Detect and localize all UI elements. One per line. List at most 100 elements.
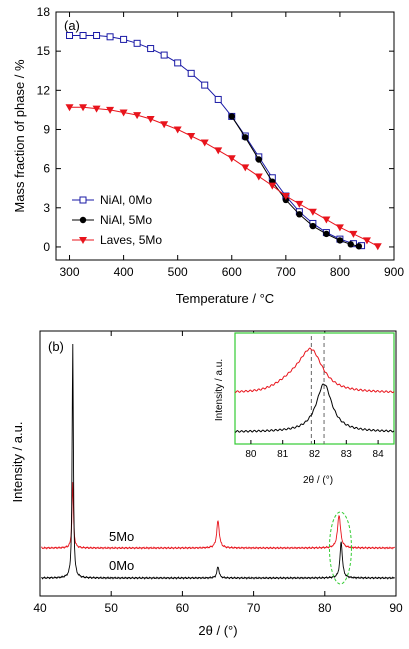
inset-x-tick-label: 81 <box>277 449 289 460</box>
panel-b-plot <box>41 343 395 585</box>
inset-pattern-1 <box>234 383 395 433</box>
y-tick-label: 12 <box>37 83 51 97</box>
y-tick-label: 15 <box>37 44 51 58</box>
data-point <box>295 200 304 208</box>
data-point <box>79 104 88 112</box>
inset-x-tick-label: 82 <box>309 449 321 460</box>
panel-b: (b) 40 50 60 70 80 90 2θ / (°) Intensity / a.… <box>10 330 403 638</box>
data-point <box>106 106 115 114</box>
data-point <box>146 116 155 124</box>
inset: 80 81 82 83 84 2θ / (°) Intensity / a.u. <box>214 332 395 486</box>
inset-xlabel: 2θ / (°) <box>303 475 333 486</box>
series-label-0mo: 0Mo <box>109 558 134 573</box>
data-point <box>242 134 249 141</box>
y-tick-label: 0 <box>43 240 50 254</box>
data-point <box>106 33 114 41</box>
x-tick-label: 500 <box>168 265 188 279</box>
inset-pattern-0 <box>235 347 395 394</box>
data-point <box>160 51 168 59</box>
data-point <box>66 31 74 39</box>
data-point <box>133 39 141 47</box>
data-point <box>322 216 331 224</box>
inset-x-tick-label: 80 <box>245 449 257 460</box>
panel-a-ylabel: Mass fraction of phase / % <box>12 59 27 213</box>
panel-a-ticks: 300 400 500 600 700 800 900 0 3 6 9 12 15 18 <box>37 5 405 279</box>
data-point <box>335 224 344 232</box>
data-point <box>200 139 209 147</box>
xrd-pattern-1 <box>41 343 395 580</box>
data-point <box>347 241 354 248</box>
data-point <box>214 147 223 155</box>
y-tick-label: 18 <box>37 5 51 19</box>
xrd-pattern-0 <box>41 482 395 550</box>
data-point <box>268 182 277 190</box>
data-point <box>187 133 196 140</box>
data-point <box>227 155 236 163</box>
panel-a-label: (a) <box>64 18 80 33</box>
x-tick-label: 50 <box>105 601 119 615</box>
x-tick-label: 900 <box>384 265 404 279</box>
highlight-ellipse <box>328 511 352 585</box>
panel-a: (a) 300 400 500 600 700 800 900 0 3 6 9 12 15 18 Temp… <box>12 5 404 306</box>
x-tick-label: 400 <box>114 265 134 279</box>
panel-b-ticks: 40 50 60 70 80 90 <box>33 331 403 615</box>
y-tick-label: 3 <box>43 201 50 215</box>
data-point <box>173 126 182 134</box>
y-tick-label: 9 <box>43 122 50 136</box>
data-point <box>160 121 169 129</box>
legend-label: Laves, 5Mo <box>100 233 162 247</box>
panel-a-plot <box>65 31 382 251</box>
data-point <box>362 237 371 245</box>
y-tick-label: 6 <box>43 162 50 176</box>
data-point <box>214 95 222 103</box>
panel-a-xlabel: Temperature / °C <box>176 291 274 306</box>
data-point <box>65 104 74 112</box>
data-point <box>147 45 155 53</box>
data-point <box>281 193 290 201</box>
data-point <box>79 31 87 39</box>
panel-b-label: (b) <box>48 339 64 354</box>
data-point <box>373 243 382 251</box>
series-label-5mo: 5Mo <box>109 529 134 544</box>
data-point <box>93 31 101 39</box>
x-tick-label: 90 <box>389 601 403 615</box>
data-point <box>323 230 330 238</box>
panel-b-ylabel: Intensity / a.u. <box>10 422 25 503</box>
data-point <box>309 222 317 230</box>
data-point <box>119 109 128 117</box>
inset-ylabel: Intensity / a.u. <box>214 359 225 421</box>
legend-marker <box>79 216 87 224</box>
data-point <box>133 112 142 120</box>
x-tick-label: 70 <box>247 601 261 615</box>
data-point <box>254 173 263 181</box>
inset-plot <box>234 336 395 444</box>
data-point <box>296 211 303 218</box>
legend-label: NiAl, 5Mo <box>100 213 152 227</box>
data-point <box>174 59 182 67</box>
panel-a-frame <box>55 11 395 261</box>
inset-ticks: 80 81 82 83 84 <box>245 440 384 460</box>
data-point <box>120 35 128 43</box>
data-point <box>336 237 344 244</box>
inset-x-tick-label: 84 <box>373 449 385 460</box>
data-point <box>255 156 262 163</box>
x-tick-label: 600 <box>222 265 242 279</box>
x-tick-label: 60 <box>176 601 190 615</box>
data-point <box>92 105 101 113</box>
x-tick-label: 40 <box>33 601 47 615</box>
data-point <box>355 243 363 250</box>
x-tick-label: 700 <box>276 265 296 279</box>
panel-b-frame <box>39 330 397 597</box>
legend-marker <box>79 196 87 204</box>
legend-label: NiAl, 0Mo <box>100 193 152 207</box>
x-tick-label: 800 <box>330 265 350 279</box>
data-point <box>228 113 235 120</box>
panel-a-legend: NiAl, 0Mo NiAl, 5Mo Laves, 5Mo <box>72 193 162 247</box>
inset-x-tick-label: 83 <box>341 449 353 460</box>
panel-b-xlabel: 2θ / (°) <box>198 623 237 638</box>
data-point <box>241 164 250 172</box>
x-tick-label: 300 <box>60 265 80 279</box>
data-point <box>349 230 358 238</box>
